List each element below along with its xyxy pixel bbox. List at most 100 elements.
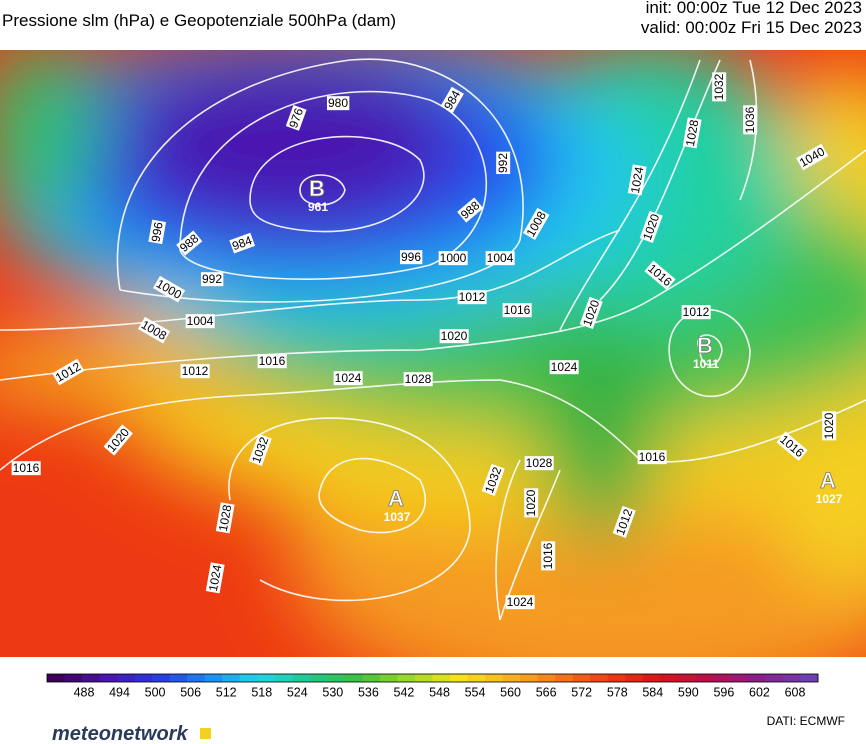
isobar-label-bg [457, 197, 484, 223]
colorbar-swatch [485, 674, 504, 682]
isobar-value: 1036 [743, 106, 757, 133]
colorbar-swatch [327, 674, 346, 682]
isobar-label-bg [796, 143, 829, 171]
isobar-lines [0, 58, 866, 621]
isobar-value: 1012 [182, 364, 209, 378]
isobar-value: 1024 [551, 360, 578, 374]
colorbar-swatch [187, 674, 206, 682]
colorbar-swatch [747, 674, 766, 682]
isobar-label-bg [440, 86, 464, 114]
isobar-label-bg [496, 151, 511, 175]
colorbar-swatch [660, 674, 679, 682]
isobar-label-bg [681, 305, 711, 320]
isobar-label-bg [152, 275, 186, 303]
colorbar-swatch [257, 674, 276, 682]
isobar-label-bg [399, 250, 423, 265]
isobar-value: 1024 [206, 563, 224, 592]
isobar-value: 992 [496, 153, 510, 173]
center-value: 1027 [816, 492, 843, 506]
center-value: 1037 [384, 510, 411, 524]
isobar-label: 1020 [822, 411, 837, 441]
isobar-label-bg [776, 431, 808, 461]
isobar-label-bg [644, 260, 676, 290]
isobar-label-bg [52, 358, 85, 386]
isobar-label-bg [457, 290, 487, 305]
isobar-label: 1024 [627, 164, 647, 196]
init-time: init: 00:00z Tue 12 Dec 2023 [646, 0, 862, 17]
isobar-label: 1036 [743, 105, 758, 135]
colorbar-tick-label: 566 [536, 685, 557, 699]
isobar-value: 996 [149, 221, 166, 243]
isobar-label: 1024 [333, 371, 363, 386]
colorbar-swatch [695, 674, 714, 682]
brand-mark [200, 728, 211, 739]
colorbar-swatch [309, 674, 328, 682]
isobar-label: 1016 [637, 450, 667, 465]
isobar-label-bg [637, 450, 667, 465]
center-value: 1011 [693, 357, 719, 371]
isobar-label-bg [285, 105, 307, 131]
isobar-label: 1020 [524, 488, 539, 518]
brand: meteonetwork [52, 723, 188, 744]
colorbar-tick-label: 548 [429, 685, 450, 699]
isobar-label: 1004 [485, 251, 515, 266]
colorbar-swatch [204, 674, 223, 682]
center-letter: A [388, 486, 404, 511]
colorbar-swatch [222, 674, 241, 682]
isobar-label: 980 [326, 96, 350, 111]
colorbar-swatch [712, 674, 731, 682]
center-value: 961 [308, 200, 328, 214]
isobar-value: 1012 [459, 290, 486, 304]
colorbar-tick-label: 578 [607, 685, 628, 699]
colorbar-tick-label: 542 [394, 685, 415, 699]
colorbar-swatch [782, 674, 801, 682]
colorbar-swatch [572, 674, 591, 682]
isobar-value: 1032 [712, 73, 726, 100]
isobar-label-bg [743, 105, 758, 135]
isobar-label-bg [403, 372, 433, 387]
isobar-label-bg [579, 296, 603, 329]
center-letter: B [309, 176, 325, 201]
valid-time: valid: 00:00z Fri 15 Dec 2023 [641, 18, 862, 37]
isobar-label-bg [522, 207, 550, 241]
isobar-label-bg [200, 272, 224, 287]
colorbar-swatch [520, 674, 539, 682]
colorbar-swatch [117, 674, 136, 682]
isobar-label: 984 [229, 232, 256, 254]
colorbar-tick-label: 530 [322, 685, 343, 699]
isobar-value: 976 [286, 106, 306, 130]
colorbar-swatch [677, 674, 696, 682]
isobar-label: 996 [399, 250, 423, 265]
isobar-value: 996 [401, 250, 421, 264]
isobar-label-bg [185, 314, 215, 329]
colorbar-swatch [432, 674, 451, 682]
isobar-value: 1024 [335, 371, 362, 385]
colorbar-swatch [134, 674, 153, 682]
colorbar-swatch [292, 674, 311, 682]
source: DATI: ECMWF [767, 714, 845, 728]
colorbar-tick-label: 560 [500, 685, 521, 699]
isobar-label-bg [627, 164, 647, 196]
colorbar-swatch [450, 674, 469, 682]
colorbar-tick-label: 554 [465, 685, 486, 699]
isobar-label: 992 [496, 151, 511, 175]
center-letter: B [697, 333, 713, 358]
isobar-label-bg [333, 371, 363, 386]
isobar-label: 1012 [180, 364, 210, 379]
isobar-label: 1032 [712, 72, 727, 102]
colorbar-tick-label: 596 [713, 685, 734, 699]
colorbar-tick-label: 500 [145, 685, 166, 699]
colorbar: 488 494 500 506 512 518 524 530 536 542 548 554 560 5… [46, 673, 819, 699]
isobar-value: 984 [230, 233, 254, 253]
isobar-label: 1028 [524, 456, 554, 471]
isobar-label: 1012 [457, 290, 487, 305]
colorbar-swatch [99, 674, 118, 682]
isobar-label-bg [502, 303, 532, 318]
isobar-value: 1028 [405, 372, 432, 386]
colorbar-swatch [642, 674, 661, 682]
isobar-label: 1028 [682, 117, 702, 149]
colorbar-tick-label: 512 [216, 685, 237, 699]
